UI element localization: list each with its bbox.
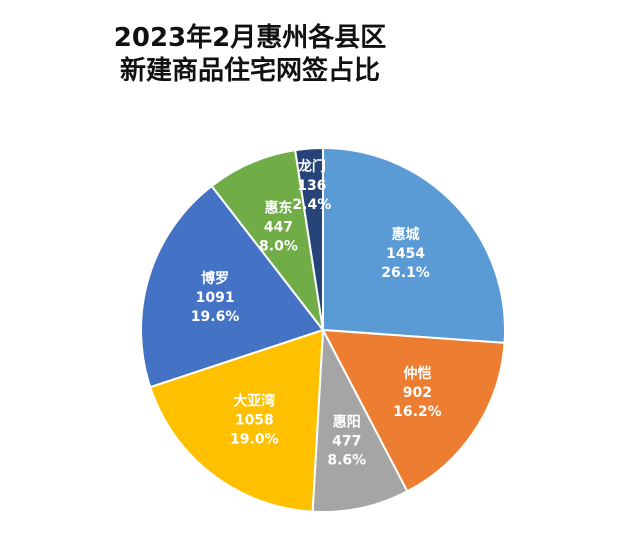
chart-title-line-2: 新建商品住宅网签占比: [119, 56, 380, 86]
pie-slice-1: [321, 328, 506, 493]
chart-title-line-1: 2023年2月惠州各县区: [113, 23, 387, 53]
slice-label-name-2: 惠阳: [333, 413, 361, 430]
slice-label-percent-3: 19.0%: [230, 432, 279, 448]
slice-label-value-0: 1454: [386, 246, 425, 262]
slice-label-value-1: 902: [403, 385, 432, 401]
slice-label-name-0: 惠城: [392, 226, 420, 243]
pie-slice-4: [140, 184, 325, 389]
slice-label-name-3: 大亚湾: [233, 393, 275, 410]
pie-slice-3: [148, 328, 325, 513]
pie-slice-0: [322, 146, 506, 344]
slice-label-percent-0: 26.1%: [381, 265, 430, 281]
slice-label-percent-4: 19.6%: [191, 309, 240, 325]
slice-label-value-2: 477: [332, 433, 361, 449]
slice-label-name-6: 龙门: [297, 158, 326, 175]
chart-title: 2023年2月惠州各县区 新建商品住宅网签占比: [0, 22, 500, 88]
pie-slice-5: [210, 148, 324, 331]
slice-label-value-5: 447: [264, 219, 293, 235]
slice-label-value-3: 1058: [235, 413, 274, 429]
slice-label-name-1: 仲恺: [403, 365, 431, 382]
slice-label-percent-5: 8.0%: [259, 238, 298, 254]
pie-slice-6: [294, 146, 324, 331]
slice-label-percent-6: 2.4%: [292, 197, 331, 213]
slice-label-value-4: 1091: [196, 290, 235, 306]
slice-label-value-6: 136: [297, 178, 326, 194]
slice-label-name-5: 惠东: [264, 199, 292, 216]
slice-label-percent-2: 8.6%: [327, 452, 366, 468]
slice-label-name-4: 博罗: [201, 270, 229, 287]
pie-slice-2: [311, 326, 409, 513]
slice-label-percent-1: 16.2%: [393, 404, 442, 420]
